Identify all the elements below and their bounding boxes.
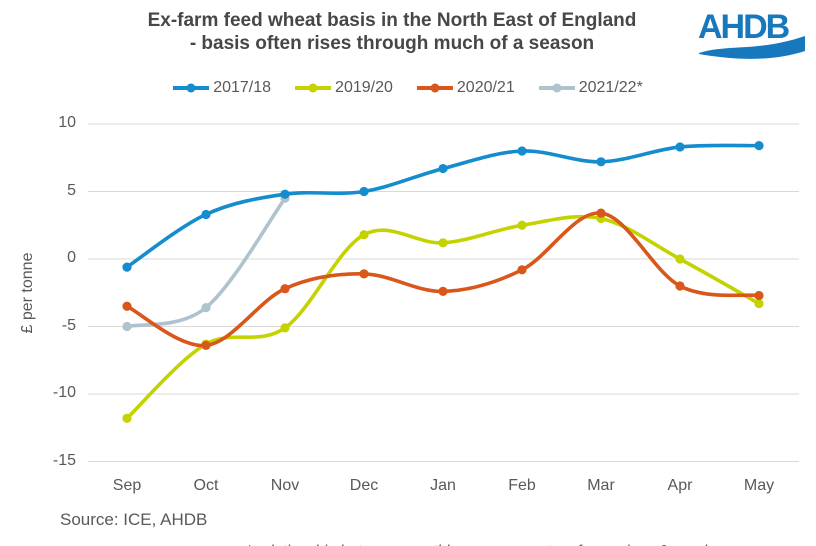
chart-footnote: * relationship between monthly average s… <box>246 499 720 546</box>
data-point-2020-21 <box>122 301 132 311</box>
data-point-2020-21 <box>754 290 764 301</box>
data-point-2020-21 <box>280 284 290 294</box>
chart-title-line2: - basis often rises through much of a se… <box>189 33 595 54</box>
data-point-2017-18 <box>359 186 369 197</box>
data-point-2020-21 <box>359 269 369 279</box>
legend-item-2021-22-: 2021/22* <box>538 79 643 97</box>
chart-legend: 2017/18 2019/20 2020/21 2021/22* <box>0 79 816 97</box>
legend-label: 2020/21 <box>456 79 515 96</box>
x-tick-label: Nov <box>270 477 300 494</box>
y-tick-label: -15 <box>52 451 76 469</box>
y-tick-label: 5 <box>67 181 76 199</box>
ahdb-logo-wave <box>699 36 805 59</box>
x-tick-label: Jan <box>430 477 456 494</box>
y-tick-label: 10 <box>58 114 76 131</box>
data-point-2019-20 <box>122 413 132 423</box>
legend-marker-icon <box>416 83 453 93</box>
data-point-2021-22- <box>201 303 211 313</box>
data-point-2020-21 <box>438 286 448 296</box>
data-point-2017-18 <box>675 142 685 152</box>
chart-title: Ex-farm feed wheat basis in the North Ea… <box>0 9 784 55</box>
legend-marker-icon <box>173 83 210 93</box>
data-point-2017-18 <box>596 157 606 167</box>
legend-label: 2017/18 <box>213 79 272 96</box>
data-point-2017-18 <box>280 189 290 199</box>
x-tick-label: Dec <box>349 477 379 494</box>
y-tick-label: 0 <box>67 249 76 266</box>
x-tick-label: Sep <box>112 477 142 494</box>
data-point-2019-20 <box>675 254 685 264</box>
x-tick-label: Apr <box>667 477 693 494</box>
legend-label: 2021/22* <box>578 79 643 96</box>
data-point-2017-18 <box>754 141 764 151</box>
data-point-2017-18 <box>122 262 132 272</box>
data-point-2020-21 <box>596 208 606 218</box>
legend-item-2017-18: 2017/18 <box>173 79 271 97</box>
x-tick-label: May <box>743 477 775 494</box>
legend-marker-icon <box>295 83 332 93</box>
data-point-2020-21 <box>675 281 685 291</box>
legend-item-2020-21: 2020/21 <box>416 79 515 97</box>
x-tick-label: Mar <box>587 477 615 494</box>
data-point-2019-20 <box>517 220 527 230</box>
data-point-2019-20 <box>359 230 369 240</box>
chart-title-line1: Ex-farm feed wheat basis in the North Ea… <box>147 10 637 31</box>
data-point-2019-20 <box>754 298 764 309</box>
legend-marker-icon <box>538 83 575 93</box>
x-tick-label: Feb <box>508 477 536 494</box>
data-point-2020-21 <box>201 340 211 350</box>
data-point-2017-18 <box>517 146 527 156</box>
source-text: Source: ICE, AHDB <box>60 510 208 529</box>
data-point-2017-18 <box>438 163 448 174</box>
x-tick-label: Oct <box>193 477 219 494</box>
data-point-2019-20 <box>438 238 448 248</box>
y-tick-label: -5 <box>61 316 76 334</box>
data-point-2021-22- <box>122 321 132 332</box>
legend-item-2019-20: 2019/20 <box>295 79 393 97</box>
data-point-2020-21 <box>517 265 527 275</box>
footnote-line1: * relationship between monthly average s… <box>246 541 720 546</box>
ahdb-logo: AHDB <box>698 8 805 59</box>
data-point-2017-18 <box>201 209 211 220</box>
y-tick-label: -10 <box>52 384 76 401</box>
legend-label: 2019/20 <box>335 79 393 96</box>
ahdb-logo-text: AHDB <box>698 8 790 46</box>
series-line-2020-21 <box>125 211 761 348</box>
data-point-2019-20 <box>280 323 290 333</box>
